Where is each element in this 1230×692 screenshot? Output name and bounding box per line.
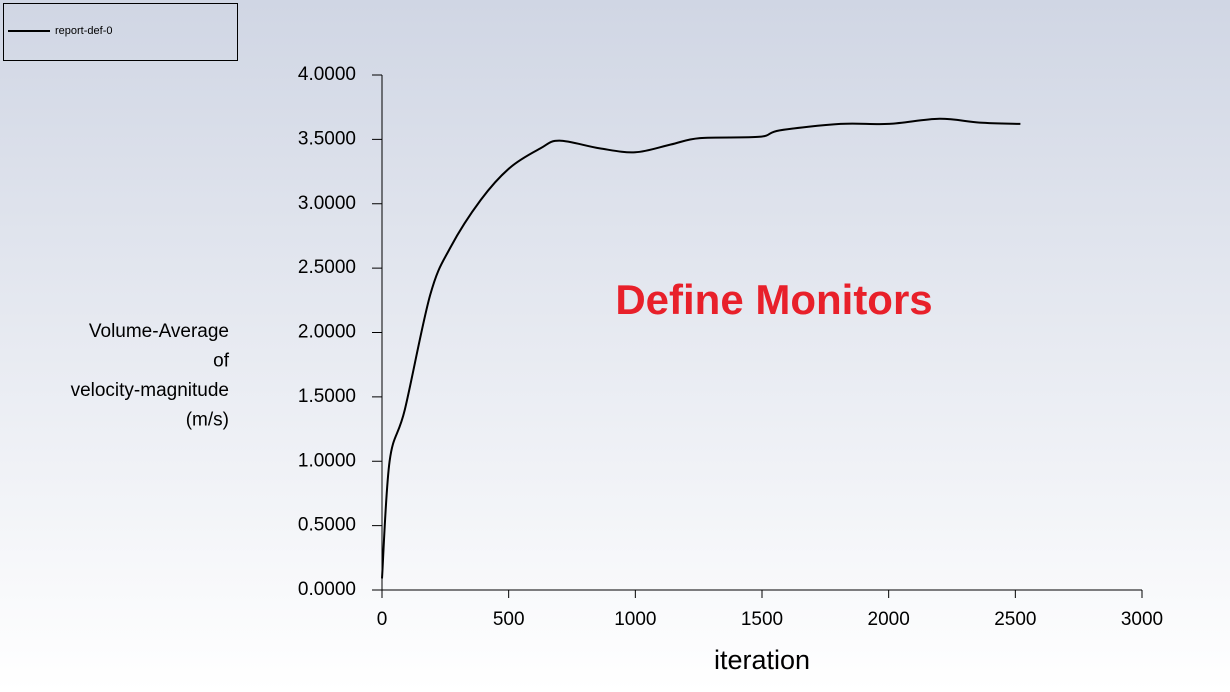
x-tick-label: 1000: [614, 609, 656, 630]
x-tick-label: 500: [493, 609, 525, 630]
x-tick-label: 2500: [994, 609, 1036, 630]
x-tick-label: 1500: [741, 609, 783, 630]
data-line: [381, 117, 1021, 579]
y-axis-title: of: [213, 351, 230, 372]
x-tick-label: 2000: [868, 609, 910, 630]
x-tick-label: 3000: [1121, 609, 1163, 630]
y-axis-title: velocity-magnitude: [71, 380, 229, 401]
y-tick-label: 2.0000: [298, 322, 356, 343]
y-tick-label: 1.5000: [298, 386, 356, 407]
y-tick-label: 3.5000: [298, 128, 356, 149]
y-tick-label: 4.0000: [298, 64, 356, 85]
legend-box: [3, 3, 238, 61]
y-axis-title: (m/s): [186, 410, 229, 431]
x-tick-label: 0: [377, 609, 388, 630]
y-tick-label: 0.5000: [298, 515, 356, 536]
y-tick-label: 1.0000: [298, 450, 356, 471]
annotation: Define Monitors: [615, 276, 932, 323]
legend-label: report-def-0: [55, 25, 112, 37]
y-tick-label: 3.0000: [298, 193, 356, 214]
y-tick-label: 0.0000: [298, 579, 356, 600]
y-axis-title: Volume-Average: [89, 321, 229, 342]
y-tick-label: 2.5000: [298, 257, 356, 278]
x-axis-title: iteration: [714, 645, 810, 675]
